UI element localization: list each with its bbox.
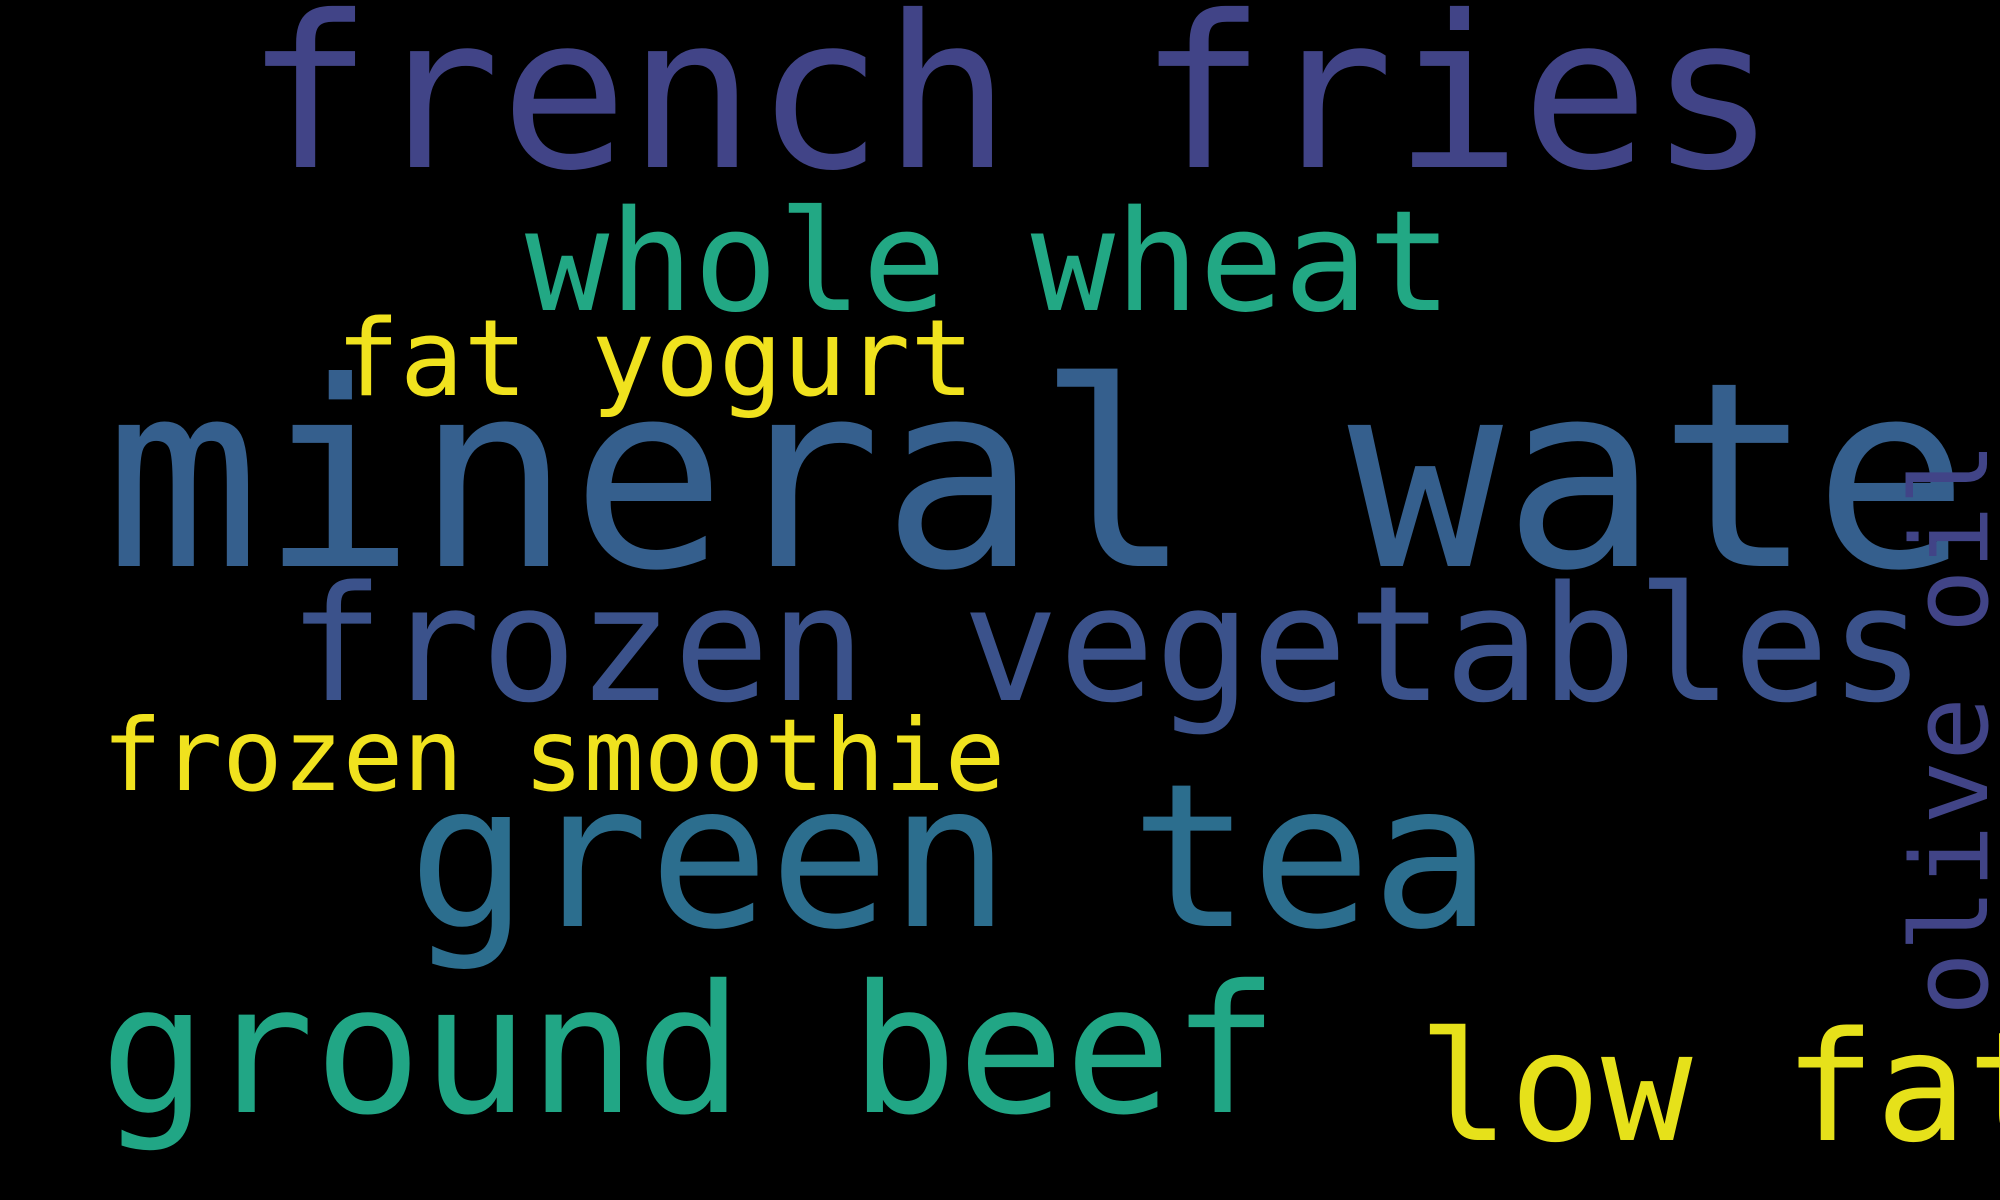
word-low-fat: low fat [1418, 999, 2000, 1176]
word-whole-wheat: whole wheat [525, 181, 1453, 344]
word-french-fries: french fries [245, 0, 1777, 217]
word-fat-yogurt: fat yogurt [336, 297, 975, 420]
word-ground-beef: ground beef [100, 947, 1279, 1154]
word-mineral-water: mineral water [105, 327, 2000, 627]
word-frozen-smoothie: frozen smoothie [102, 697, 1006, 814]
word-frozen-vegetables: frozen vegetables [288, 551, 1926, 738]
word-olive-oil: olive oil [1889, 441, 2000, 1016]
word-green-tea: green tea [408, 741, 1492, 974]
